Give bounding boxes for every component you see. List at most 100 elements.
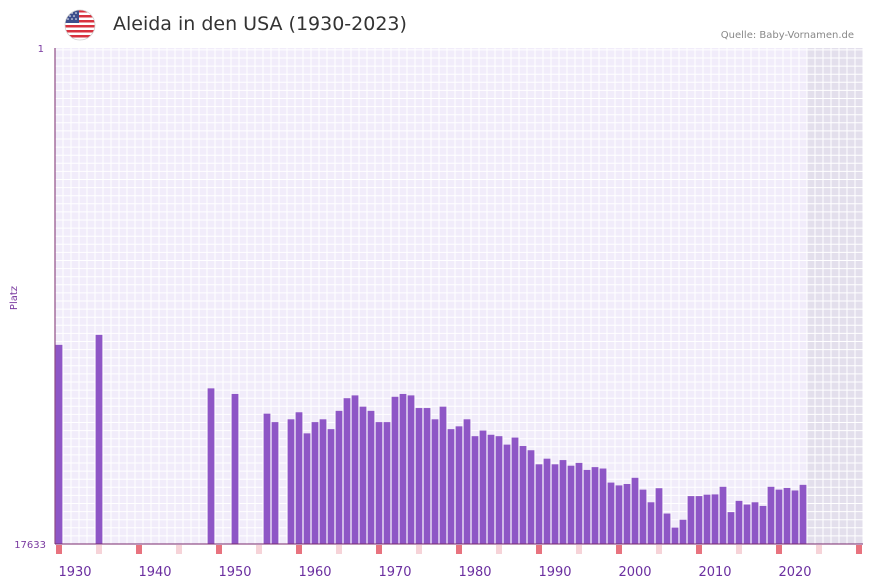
bar-2017 [767,486,775,544]
half-decade-marker [496,545,502,554]
x-tick-label: 1980 [458,565,491,580]
bar-1994 [583,469,591,544]
bar-1978 [455,426,463,544]
bars [55,334,807,544]
x-tick-label: 1950 [218,565,251,580]
bar-2012 [727,512,735,544]
bar-1955 [271,422,279,544]
decade-marker [296,545,302,554]
bar-2009 [703,494,711,544]
bar-2001 [639,489,647,544]
bar-1961 [319,419,327,544]
bar-2018 [775,489,783,544]
bar-2004 [663,513,671,544]
bar-1971 [399,393,407,544]
bar-1989 [543,458,551,544]
bar-1960 [311,422,319,544]
bar-2007 [687,496,695,544]
source-credit: Quelle: Baby-Vornamen.de [720,30,854,41]
decade-marker [616,545,622,554]
bar-1985 [511,437,519,544]
half-decade-marker [576,545,582,554]
half-decade-marker [736,545,742,554]
y-tick-label-bottom: 17633 [14,540,46,551]
x-tick-label: 1970 [378,565,411,580]
bar-2013 [735,500,743,544]
bar-1976 [439,406,447,544]
x-tick-label: 2010 [698,565,731,580]
x-tick-label: 1940 [138,565,171,580]
bar-2011 [719,486,727,544]
chart-title: Aleida in den USA (1930-2023) [113,13,407,35]
bar-1950 [231,393,239,544]
bar-2005 [671,527,679,544]
bar-1987 [527,450,535,544]
bar-1954 [263,413,271,544]
decade-marker [136,545,142,554]
bar-1990 [551,464,559,544]
bar-1991 [559,460,567,544]
x-tick-labels: 1930 1940 1950 1960 1970 1980 1990 2000 2010 2020 [58,565,811,580]
x-tick-label: 1990 [538,565,571,580]
chart-header: Aleida in den USA (1930-2023) Quelle: Ba… [0,0,873,46]
usa-flag-icon [64,9,96,41]
half-decade-marker [336,545,342,554]
decade-markers [56,545,862,554]
bar-1998 [615,485,623,544]
half-decade-marker [256,545,262,554]
bar-2002 [647,502,655,544]
half-decade-marker [176,545,182,554]
bar-1933 [95,334,103,544]
decade-marker [856,545,862,554]
decade-marker [456,545,462,554]
bar-2006 [679,519,687,544]
bar-2015 [751,502,759,544]
half-decade-marker [656,545,662,554]
bar-2000 [631,477,639,544]
decade-marker [216,545,222,554]
bar-1979 [463,419,471,544]
bar-2020 [791,490,799,544]
y-axis-title: Platz [9,286,20,310]
bar-1997 [607,482,615,544]
bar-2019 [783,487,791,544]
decade-marker [536,545,542,554]
bar-1965 [351,395,359,544]
bar-1972 [407,395,415,544]
x-tick-label: 2020 [778,565,811,580]
bar-1963 [335,410,343,544]
decade-marker [696,545,702,554]
bar-2014 [743,504,751,544]
bar-1974 [423,408,431,544]
bar-1980 [471,436,479,544]
x-tick-label: 1930 [58,565,91,580]
bar-1983 [495,436,503,544]
decade-marker [776,545,782,554]
bar-1962 [327,429,335,544]
bar-1977 [447,429,455,544]
bar-1957 [287,419,295,544]
bar-1986 [519,446,527,544]
bar-1970 [391,396,399,544]
bar-1993 [575,462,583,544]
bar-1984 [503,444,511,544]
bar-2008 [695,496,703,544]
x-tick-label: 1960 [298,565,331,580]
half-decade-marker [416,545,422,554]
bar-1981 [479,430,487,544]
bar-1959 [303,433,311,544]
bar-2021 [799,484,807,544]
bar-2003 [655,488,663,544]
bar-1982 [487,434,495,544]
bar-1992 [567,465,575,544]
bar-2010 [711,494,719,544]
half-decade-marker [96,545,102,554]
bar-1958 [295,412,303,544]
half-decade-marker [816,545,822,554]
bar-1996 [599,468,607,544]
bar-1969 [383,422,391,544]
bar-1928 [55,344,63,544]
bar-2016 [759,505,767,544]
bar-1964 [343,398,351,544]
